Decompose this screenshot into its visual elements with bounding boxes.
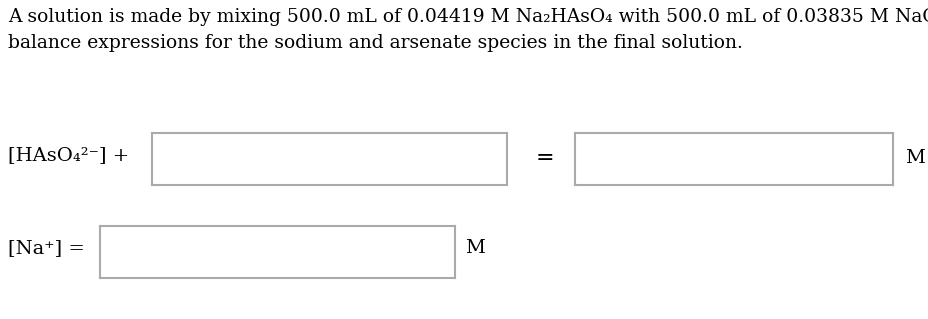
Text: A solution is made by mixing 500.0 mL of 0.04419 M Na₂HAsO₄ with 500.0 mL of 0.0: A solution is made by mixing 500.0 mL of… bbox=[8, 8, 928, 26]
Text: =: = bbox=[535, 147, 554, 169]
Text: [Na⁺] =: [Na⁺] = bbox=[8, 239, 84, 257]
Text: balance expressions for the sodium and arsenate species in the final solution.: balance expressions for the sodium and a… bbox=[8, 34, 742, 52]
Text: M: M bbox=[465, 239, 484, 257]
Text: M: M bbox=[904, 149, 924, 167]
Text: [HAsO₄²⁻] +: [HAsO₄²⁻] + bbox=[8, 146, 129, 164]
